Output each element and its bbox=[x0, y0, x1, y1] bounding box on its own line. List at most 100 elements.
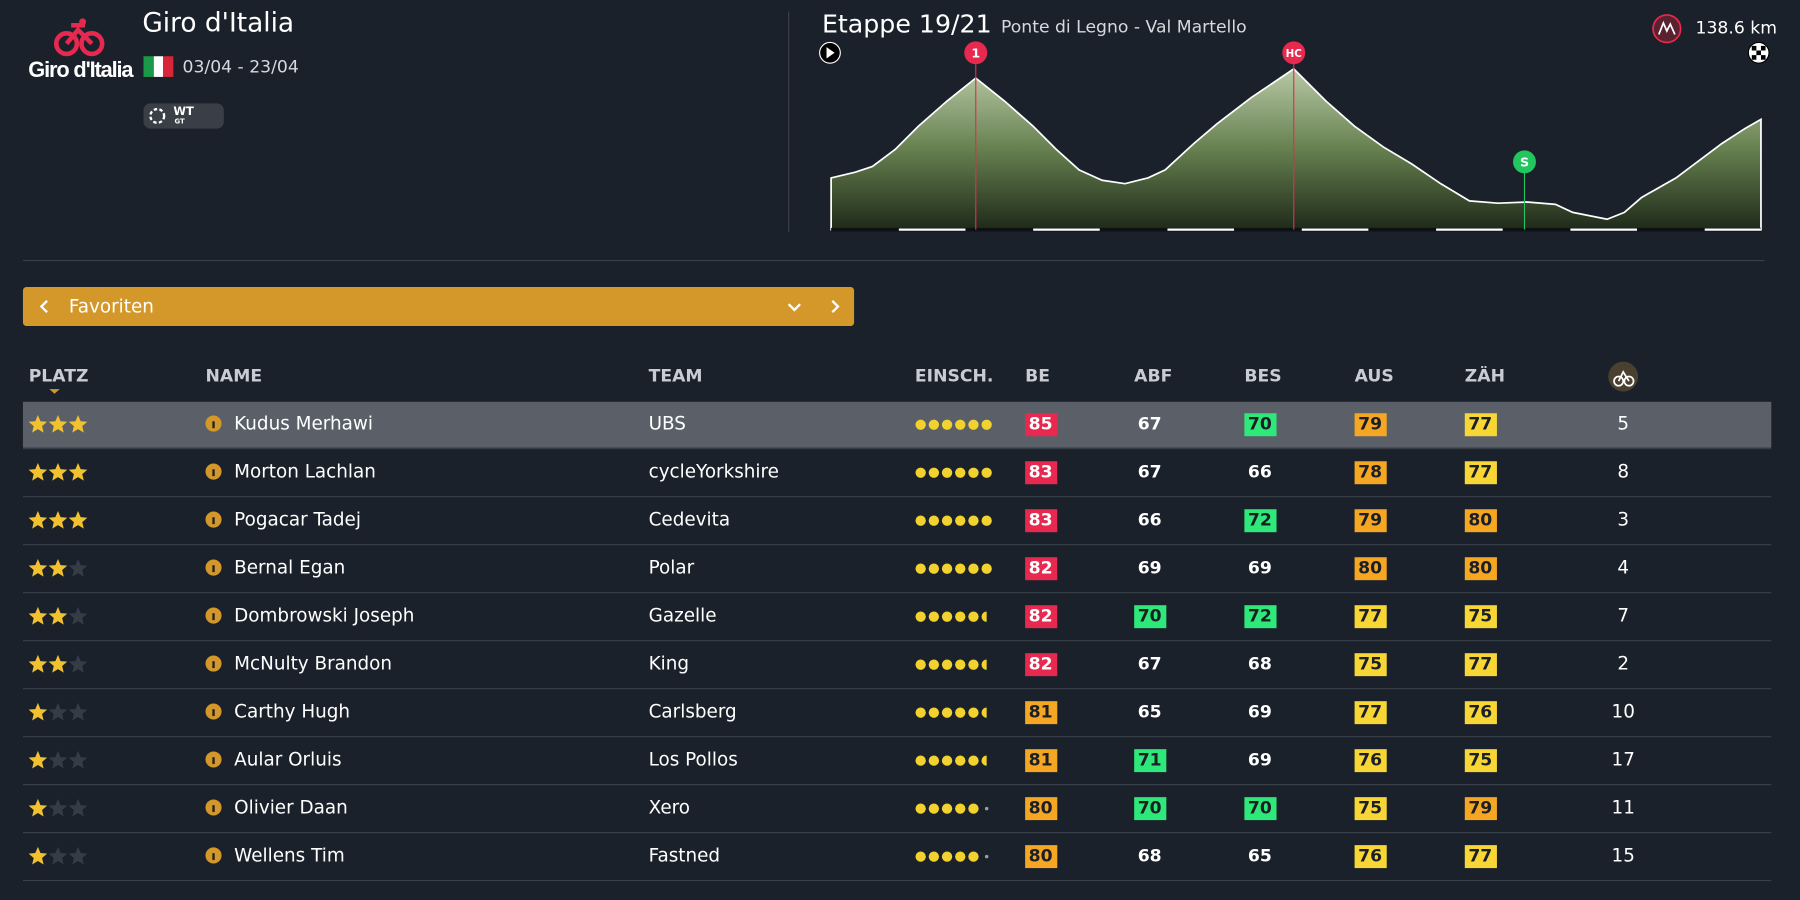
rider-number: 5 bbox=[1617, 414, 1629, 435]
form-dot bbox=[928, 467, 940, 478]
table-row[interactable]: Wellens Tim Fastned 80 68 65 76 77 15 bbox=[22, 845, 1772, 882]
stat-value: 69 bbox=[1138, 559, 1162, 579]
stage-label: Etappe 19/21 bbox=[822, 9, 992, 38]
dropdown-button[interactable] bbox=[787, 303, 801, 312]
stat-box bbox=[1025, 749, 1058, 773]
column-header[interactable]: ZÄH bbox=[1465, 365, 1505, 387]
star-empty bbox=[68, 846, 88, 865]
table-row[interactable]: Aular Orluis Los Pollos 81 71 69 76 75 17 bbox=[22, 749, 1772, 786]
stat-value: 80 bbox=[1358, 559, 1382, 579]
table-row[interactable]: McNulty Brandon King 82 67 68 75 77 2 bbox=[22, 653, 1772, 690]
stage-route: Ponte di Legno - Val Martello bbox=[1001, 18, 1247, 38]
form-dot bbox=[928, 851, 940, 862]
stat-box bbox=[1134, 797, 1167, 821]
star bbox=[28, 750, 48, 769]
stat-value: 82 bbox=[1029, 559, 1053, 579]
column-header[interactable]: AUS bbox=[1355, 367, 1394, 387]
form-dot bbox=[915, 755, 926, 766]
stat-box bbox=[1464, 701, 1497, 725]
form-dot-half bbox=[981, 659, 987, 670]
stat-box bbox=[1134, 749, 1167, 773]
rider-name[interactable]: Kudus Merhawi bbox=[234, 414, 373, 435]
form-dot bbox=[941, 563, 953, 574]
rider-name[interactable]: Bernal Egan bbox=[234, 558, 345, 579]
form-dot bbox=[955, 755, 966, 766]
column-header[interactable]: BE bbox=[1025, 367, 1050, 387]
rider-name[interactable]: Carthy Hugh bbox=[234, 702, 350, 723]
stat-box bbox=[1354, 461, 1387, 485]
stat-value: 77 bbox=[1468, 847, 1492, 867]
team-name: Gazelle bbox=[649, 606, 717, 627]
rider-name[interactable]: Wellens Tim bbox=[234, 846, 345, 867]
filter-bar[interactable]: Favoriten bbox=[22, 286, 855, 327]
column-header[interactable]: EINSCH. bbox=[915, 367, 994, 387]
next-button[interactable] bbox=[831, 299, 840, 314]
logo-text: Giro d'Italia bbox=[28, 57, 134, 82]
table-row[interactable]: Pogacar Tadej Cedevita 83 66 72 79 80 3 bbox=[22, 509, 1772, 546]
stat-value: 80 bbox=[1468, 559, 1492, 579]
dates: 03/04 - 23/04 bbox=[183, 58, 299, 78]
table-row[interactable]: Kudus Merhawi UBS 85 67 70 79 77 5 bbox=[22, 401, 1772, 450]
column-header[interactable]: TEAM bbox=[649, 367, 703, 387]
form-dot bbox=[968, 803, 979, 814]
stat-value: 83 bbox=[1029, 511, 1053, 531]
stat-box bbox=[1134, 605, 1167, 629]
star bbox=[48, 654, 68, 673]
stat-value: 82 bbox=[1029, 655, 1053, 675]
form-dot bbox=[915, 707, 926, 718]
star bbox=[28, 510, 48, 529]
column-header[interactable]: ABF bbox=[1134, 367, 1172, 387]
rider-name[interactable]: Morton Lachlan bbox=[234, 462, 376, 483]
form-dot bbox=[928, 803, 940, 814]
stat-value: 80 bbox=[1029, 847, 1053, 867]
stat-value: 76 bbox=[1358, 751, 1382, 771]
prev-button[interactable] bbox=[39, 299, 48, 314]
stat-box bbox=[1025, 845, 1058, 869]
stat-box bbox=[1354, 797, 1387, 821]
stat-box bbox=[1464, 509, 1497, 533]
team-name: Cedevita bbox=[649, 510, 730, 531]
rider-number: 4 bbox=[1617, 558, 1629, 579]
form-dot-half bbox=[981, 755, 987, 766]
team-name: cycleYorkshire bbox=[649, 462, 779, 483]
table-row[interactable]: Morton Lachlan cycleYorkshire 83 67 66 78 77 8 bbox=[22, 461, 1772, 498]
badge-type: GT bbox=[174, 118, 185, 126]
stat-box bbox=[1354, 653, 1387, 677]
star bbox=[28, 798, 48, 817]
column-header[interactable]: PLATZ bbox=[29, 367, 89, 387]
form-dot bbox=[941, 467, 953, 478]
stat-box bbox=[1464, 605, 1497, 629]
rider-name[interactable]: Olivier Daan bbox=[234, 798, 348, 819]
rider-name[interactable]: Pogacar Tadej bbox=[234, 510, 361, 531]
form-dot bbox=[968, 851, 979, 862]
form-dot-empty bbox=[984, 806, 989, 811]
form-dot bbox=[928, 419, 940, 430]
column-header[interactable]: NAME bbox=[205, 367, 262, 387]
rider-name[interactable]: McNulty Brandon bbox=[234, 654, 392, 675]
form-dot bbox=[981, 419, 992, 430]
form-dot bbox=[928, 611, 940, 622]
rider-number: 7 bbox=[1617, 606, 1629, 627]
table-row[interactable]: Carthy Hugh Carlsberg 81 65 69 77 76 10 bbox=[22, 701, 1772, 738]
stat-value: 69 bbox=[1248, 703, 1272, 723]
form-dot bbox=[955, 563, 966, 574]
stat-value: 70 bbox=[1138, 607, 1162, 627]
stat-box bbox=[1244, 605, 1277, 629]
table-row[interactable]: Bernal Egan Polar 82 69 69 80 80 4 bbox=[22, 557, 1772, 594]
column-header[interactable]: BES bbox=[1244, 367, 1281, 387]
rider-name[interactable]: Aular Orluis bbox=[234, 750, 341, 771]
form-dot bbox=[941, 755, 953, 766]
form-dot bbox=[955, 515, 966, 526]
star-empty bbox=[68, 702, 88, 721]
stat-box bbox=[1354, 749, 1387, 773]
form-dot bbox=[915, 563, 926, 574]
stat-box bbox=[1464, 749, 1497, 773]
table-row[interactable]: Olivier Daan Xero 80 70 70 75 79 11 bbox=[22, 797, 1772, 834]
table-row[interactable]: Dombrowski Joseph Gazelle 82 70 72 77 75 7 bbox=[22, 605, 1772, 642]
form-dot bbox=[955, 419, 966, 430]
stat-box bbox=[1354, 701, 1387, 725]
stat-value: 75 bbox=[1358, 655, 1382, 675]
stat-value: 70 bbox=[1138, 799, 1162, 819]
rider-name[interactable]: Dombrowski Joseph bbox=[234, 606, 414, 627]
